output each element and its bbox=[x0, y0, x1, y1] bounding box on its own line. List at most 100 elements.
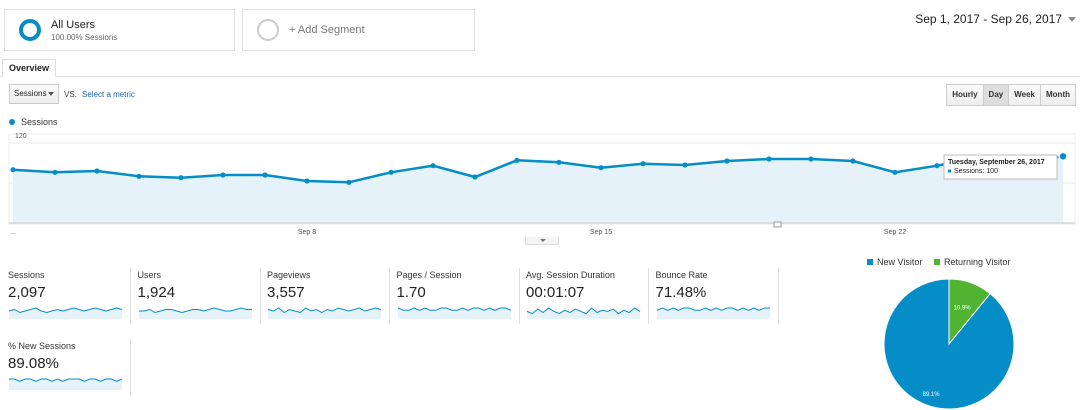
sparkline-line bbox=[8, 307, 123, 314]
sparkline-line bbox=[138, 307, 252, 314]
metric-value: 1.70 bbox=[396, 284, 426, 301]
data-point bbox=[262, 172, 268, 178]
data-point bbox=[892, 169, 898, 175]
x-tick-label: Sep 15 bbox=[590, 229, 612, 236]
data-point bbox=[808, 156, 814, 162]
data-point bbox=[346, 179, 352, 185]
metric-tile[interactable]: Pageviews 3,557 bbox=[267, 268, 390, 324]
data-point bbox=[724, 158, 730, 164]
metric-label: Users bbox=[137, 270, 162, 280]
pie-slice-label: 10.9% bbox=[954, 305, 972, 311]
data-point bbox=[850, 158, 856, 164]
metric-value: 00:01:07 bbox=[526, 284, 585, 301]
data-point bbox=[178, 175, 184, 181]
sparkline-line bbox=[9, 378, 123, 382]
data-point bbox=[430, 163, 436, 169]
sparkline-line bbox=[397, 307, 511, 311]
y-tick-label: 120 bbox=[15, 133, 27, 140]
data-point bbox=[220, 172, 226, 178]
date-range-label: Sep 1, 2017 - Sep 26, 2017 bbox=[915, 12, 1062, 26]
metric-label: Sessions bbox=[8, 270, 45, 280]
pie-legend-label: Returning Visitor bbox=[944, 257, 1010, 267]
week-button[interactable]: Week bbox=[1008, 85, 1040, 105]
tooltip-swatch bbox=[948, 169, 951, 173]
sessions-area bbox=[13, 156, 1063, 223]
segment-ring-icon bbox=[19, 19, 41, 41]
add-segment-button[interactable]: + Add Segment bbox=[242, 9, 475, 51]
data-point bbox=[766, 156, 772, 162]
metric-label: Pages / Session bbox=[396, 270, 462, 280]
metric-value: 71.48% bbox=[655, 284, 707, 301]
metric-label: % New Sessions bbox=[8, 341, 76, 351]
metric-sparkline bbox=[526, 307, 641, 319]
metric-tile[interactable]: Sessions 2,097 bbox=[8, 268, 131, 324]
sparkline-area bbox=[9, 379, 122, 390]
metric-sparkline bbox=[267, 307, 382, 319]
data-point bbox=[514, 157, 520, 163]
metric-value: 2,097 bbox=[8, 284, 46, 301]
sparkline-area bbox=[397, 308, 511, 319]
data-point bbox=[304, 178, 310, 184]
metric-tile[interactable]: Avg. Session Duration 00:01:07 bbox=[526, 268, 649, 324]
metric-value: 89.08% bbox=[8, 355, 59, 372]
sparkline-area bbox=[268, 308, 381, 319]
granularity-buttons: Hourly Day Week Month bbox=[946, 84, 1076, 106]
legend-swatch bbox=[934, 259, 940, 265]
data-point bbox=[10, 167, 16, 173]
data-point bbox=[556, 159, 562, 165]
segment-sessions-share: 100.00% Sessions bbox=[51, 32, 118, 42]
chart-collapse-toggle[interactable] bbox=[525, 237, 559, 245]
hourly-button[interactable]: Hourly bbox=[947, 85, 983, 105]
data-point bbox=[136, 173, 142, 179]
metric-sparkline bbox=[656, 307, 770, 319]
sessions-line bbox=[12, 155, 1064, 184]
tooltip-box bbox=[943, 154, 1058, 180]
legend-series-label: Sessions bbox=[21, 117, 58, 127]
segment-name: All Users bbox=[51, 18, 96, 31]
day-button[interactable]: Day bbox=[982, 85, 1009, 105]
metric-tile[interactable]: % New Sessions 89.08% bbox=[8, 339, 131, 395]
select-metric-link[interactable]: Select a metric bbox=[82, 90, 135, 99]
metric-label: Pageviews bbox=[267, 270, 311, 280]
tab-divider bbox=[0, 76, 1080, 77]
data-point bbox=[52, 169, 58, 175]
data-point bbox=[472, 174, 478, 180]
metric-label: Bounce Rate bbox=[655, 270, 708, 280]
sparkline-line bbox=[656, 307, 770, 311]
data-point bbox=[598, 165, 604, 171]
empty-segment-ring-icon bbox=[257, 19, 279, 41]
pie-legend-label: New Visitor bbox=[877, 257, 922, 267]
metric-tile[interactable]: Pages / Session 1.70 bbox=[397, 268, 520, 324]
metric-tile[interactable]: Bounce Rate 71.48% bbox=[656, 268, 779, 324]
metric-sparkline bbox=[138, 307, 252, 319]
tooltip-title: Tuesday, September 26, 2017 bbox=[948, 159, 1045, 166]
data-point bbox=[388, 169, 394, 175]
data-point bbox=[682, 162, 688, 168]
sparkline-area bbox=[527, 308, 640, 319]
tooltip-value: Sessions: 100 bbox=[954, 168, 998, 175]
month-button[interactable]: Month bbox=[1040, 85, 1075, 105]
hover-point bbox=[1058, 151, 1068, 162]
chart-tooltip: Tuesday, September 26, 2017 Sessions: 100 bbox=[943, 154, 1058, 180]
drag-handle-icon bbox=[773, 221, 782, 228]
tab-overview[interactable]: Overview bbox=[2, 59, 57, 77]
x-tick-label: Sep 22 bbox=[884, 229, 906, 236]
metric-sparkline bbox=[8, 307, 123, 319]
data-point bbox=[94, 168, 100, 174]
metric-select-value: Sessions bbox=[14, 89, 47, 98]
metric-value: 3,557 bbox=[267, 284, 305, 301]
add-segment-label: + Add Segment bbox=[289, 24, 365, 36]
metric-label: Avg. Session Duration bbox=[526, 270, 615, 280]
pie-slice-new-visitor bbox=[883, 278, 1015, 410]
pie-slice-label: 89.1% bbox=[923, 392, 941, 398]
segment-all-users[interactable]: All Users 100.00% Sessions bbox=[4, 9, 235, 51]
x-tick-label-left: ... bbox=[10, 229, 16, 236]
date-range-picker[interactable]: Sep 1, 2017 - Sep 26, 2017 bbox=[915, 12, 1076, 26]
metric-select[interactable]: Sessions bbox=[9, 84, 59, 104]
sparkline-line bbox=[526, 307, 641, 315]
pie-legend: New Visitor Returning Visitor bbox=[867, 257, 1010, 267]
metric-tile[interactable]: Users 1,924 bbox=[138, 268, 261, 324]
sparkline-area bbox=[656, 308, 770, 319]
metric-value: 1,924 bbox=[137, 284, 176, 301]
